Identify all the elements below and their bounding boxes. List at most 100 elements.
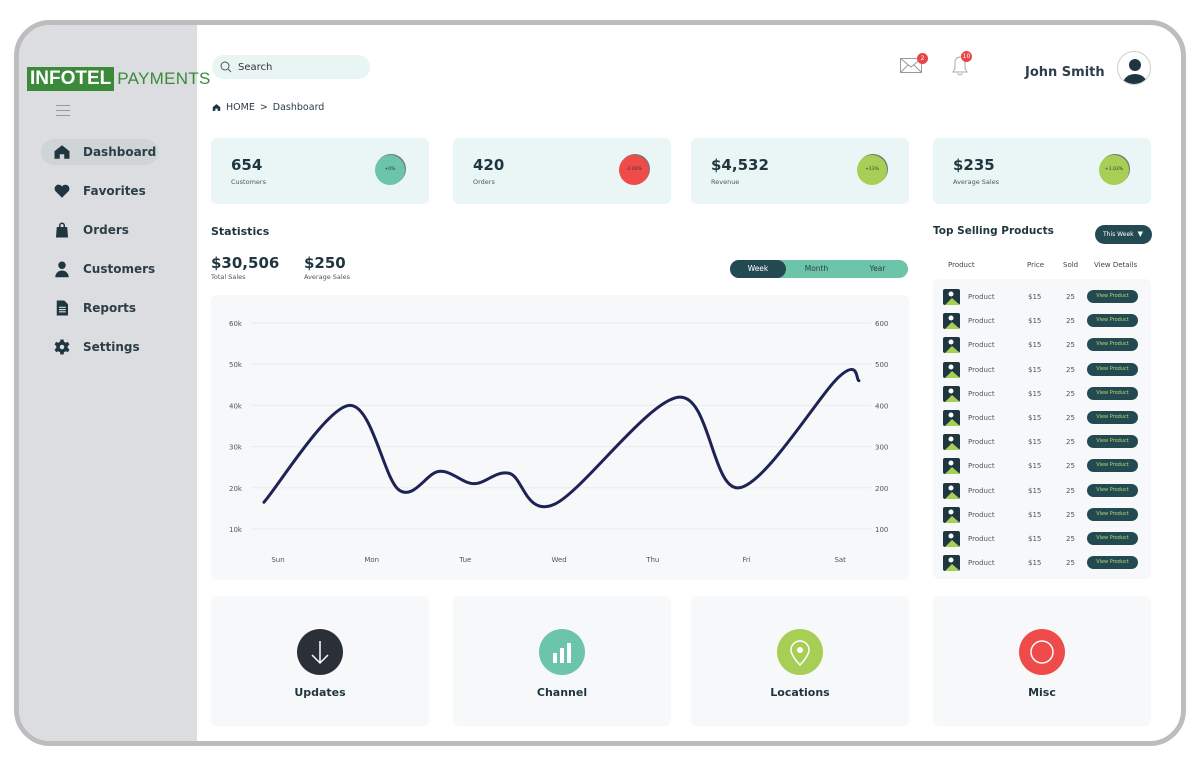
column-header-sold: Sold xyxy=(1063,261,1079,269)
heart-icon xyxy=(54,184,70,198)
image-icon xyxy=(943,458,960,475)
product-sold: 25 xyxy=(1066,559,1075,568)
bar-chart-icon xyxy=(539,629,585,675)
view-product-button[interactable]: View Product xyxy=(1087,290,1138,303)
notifications-button[interactable]: 10 xyxy=(951,51,972,80)
view-product-button[interactable]: View Product xyxy=(1087,338,1138,352)
image-icon xyxy=(943,361,960,378)
sidebar-item-label: Favorites xyxy=(83,184,146,198)
breadcrumb-current: Dashboard xyxy=(272,102,325,113)
product-sold: 25 xyxy=(1066,462,1075,471)
home-icon xyxy=(212,104,221,111)
column-header-product: Product xyxy=(948,261,975,269)
filter-value: This Week xyxy=(1103,231,1134,238)
period-filter-dropdown[interactable]: This Week ▼ xyxy=(1095,225,1152,244)
tile-misc[interactable]: Misc xyxy=(933,596,1151,726)
y-tick-right: 500 xyxy=(875,361,888,369)
stat-card-revenue: $4,532 Revenue +13% xyxy=(691,138,909,204)
view-product-button[interactable]: View Product xyxy=(1087,556,1138,570)
sidebar-item-orders[interactable]: Orders xyxy=(41,217,158,243)
product-price: $15 xyxy=(1028,317,1042,326)
breadcrumb-home[interactable]: HOME xyxy=(226,102,255,113)
line-chart: 10k 100 20k 200 30k 300 40k 400 50k 500 60k 600 Sun M… xyxy=(229,320,888,564)
change-badge: +13% xyxy=(857,155,887,185)
search-icon xyxy=(220,61,232,73)
product-price: $15 xyxy=(1028,414,1042,422)
user-icon xyxy=(55,261,69,278)
change-badge: +1.03% xyxy=(1099,155,1129,185)
product-name: Product xyxy=(968,341,995,350)
average-sales-value: $250 xyxy=(304,254,346,272)
view-product-button[interactable]: View Product xyxy=(1087,362,1138,376)
x-tick: Fri xyxy=(742,556,750,564)
tab-year[interactable]: Year xyxy=(869,264,886,273)
view-product-button[interactable]: View Product xyxy=(1087,507,1138,521)
table-row: Product $15 25 View Product xyxy=(933,335,1151,355)
view-product-button[interactable]: View Product xyxy=(1087,459,1138,473)
product-list: Product $15 25 View Product Product $15 … xyxy=(933,279,1151,579)
gear-icon xyxy=(54,339,70,355)
average-sales-label: Average Sales xyxy=(304,273,351,281)
sidebar-item-reports[interactable]: Reports xyxy=(41,295,158,321)
product-sold: 25 xyxy=(1066,389,1075,398)
tile-updates[interactable]: Updates xyxy=(211,596,429,726)
sidebar-item-favorites[interactable]: Favorites xyxy=(41,178,158,204)
y-tick-left: 30k xyxy=(229,444,243,452)
search-input[interactable]: Search xyxy=(212,55,370,79)
tile-label: Channel xyxy=(536,686,588,699)
y-tick-left: 40k xyxy=(229,402,243,410)
product-price: $15 xyxy=(1028,486,1042,495)
tab-month[interactable]: Month xyxy=(804,264,829,273)
avatar[interactable] xyxy=(1117,51,1151,85)
sidebar-item-label: Customers xyxy=(83,262,156,276)
mail-button[interactable]: 2 xyxy=(900,53,928,77)
product-sold: 25 xyxy=(1066,341,1075,350)
y-tick-left: 50k xyxy=(229,361,243,369)
sidebar-item-settings[interactable]: Settings xyxy=(41,334,158,360)
sidebar-item-customers[interactable]: Customers xyxy=(41,256,158,282)
product-sold: 25 xyxy=(1066,510,1075,519)
app-window: INFOTEL PAYMENTS Dashboard Favorites Ord… xyxy=(14,20,1186,746)
sidebar-item-dashboard[interactable]: Dashboard xyxy=(41,139,158,165)
column-header-price: Price xyxy=(1027,261,1045,269)
image-icon xyxy=(943,531,960,547)
card-value: 420 xyxy=(473,156,505,174)
total-sales-value: $30,506 xyxy=(211,254,280,272)
product-sold: 25 xyxy=(1066,365,1075,374)
card-label: Revenue xyxy=(711,178,740,186)
x-tick: Wed xyxy=(551,556,566,564)
product-sold: 25 xyxy=(1066,438,1075,447)
product-price: $15 xyxy=(1028,365,1042,374)
hamburger-menu-icon[interactable] xyxy=(56,105,70,120)
card-label: Customers xyxy=(231,178,266,186)
card-label: Orders xyxy=(473,178,495,186)
tile-channel[interactable]: Channel xyxy=(453,596,671,726)
logo: INFOTEL PAYMENTS xyxy=(27,67,211,91)
sidebar: INFOTEL PAYMENTS Dashboard Favorites Ord… xyxy=(19,25,210,741)
view-product-button[interactable]: View Product xyxy=(1087,483,1138,497)
statistics-title: Statistics xyxy=(211,225,270,238)
view-product-button[interactable]: View Product xyxy=(1087,435,1138,449)
table-row: Product $15 25 View Product xyxy=(933,408,1151,428)
product-price: $15 xyxy=(1028,559,1042,568)
sidebar-item-label: Reports xyxy=(83,301,137,315)
view-product-button[interactable]: View Product xyxy=(1087,532,1138,545)
x-tick: Thu xyxy=(645,556,659,564)
search-placeholder: Search xyxy=(238,61,273,73)
tile-locations[interactable]: Locations xyxy=(691,596,909,726)
table-row: Product $15 25 View Product xyxy=(933,311,1151,331)
caret-down-icon: ▼ xyxy=(1137,230,1143,238)
product-sold: 25 xyxy=(1066,535,1075,543)
view-product-button[interactable]: View Product xyxy=(1087,411,1138,424)
product-price: $15 xyxy=(1028,293,1042,301)
image-icon xyxy=(943,410,960,426)
x-tick: Tue xyxy=(458,556,471,564)
user-name[interactable]: John Smith xyxy=(1025,65,1105,80)
y-tick-right: 600 xyxy=(875,320,888,328)
table-row: Product $15 25 View Product xyxy=(933,529,1151,549)
view-product-button[interactable]: View Product xyxy=(1087,314,1138,328)
sidebar-nav: Dashboard Favorites Orders Customers Rep… xyxy=(41,139,181,373)
tab-week[interactable]: Week xyxy=(730,260,786,278)
column-header-view-details: View Details xyxy=(1094,261,1138,269)
view-product-button[interactable]: View Product xyxy=(1087,386,1138,400)
